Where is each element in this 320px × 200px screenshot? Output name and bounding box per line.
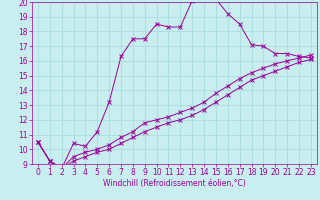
X-axis label: Windchill (Refroidissement éolien,°C): Windchill (Refroidissement éolien,°C) [103,179,246,188]
